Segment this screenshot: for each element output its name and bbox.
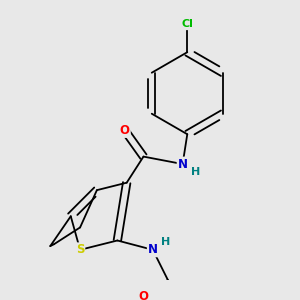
Text: N: N — [178, 158, 188, 171]
Text: O: O — [139, 290, 148, 300]
Text: S: S — [76, 243, 84, 256]
Text: N: N — [148, 243, 158, 256]
Text: O: O — [120, 124, 130, 137]
Text: Cl: Cl — [181, 19, 193, 29]
Text: H: H — [161, 237, 170, 248]
Text: H: H — [191, 167, 200, 176]
